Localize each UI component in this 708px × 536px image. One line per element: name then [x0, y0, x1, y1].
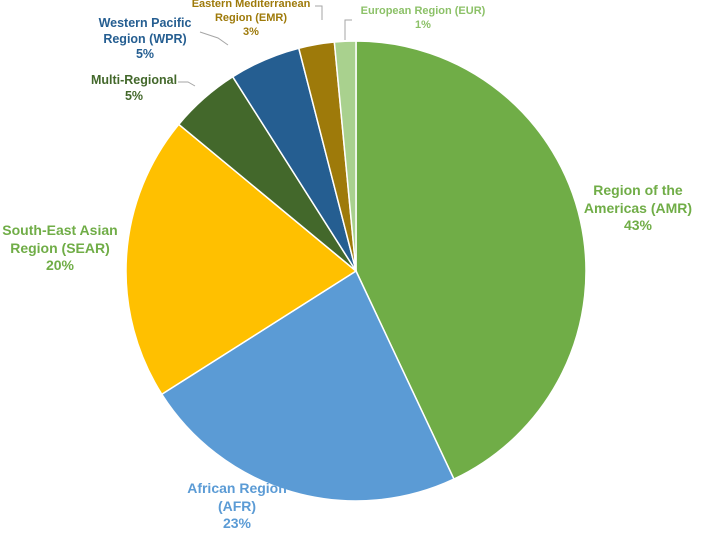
label-multi-pct: 5% [124, 88, 144, 103]
pie-slice-2 [125, 123, 358, 396]
label-afr: African Region (AFR) 23% [176, 480, 298, 533]
label-amr: Region of the Americas (AMR) 43% [578, 182, 698, 235]
pie-slices [125, 40, 587, 502]
label-sear-pct: 20% [45, 257, 75, 273]
label-sear-line2: Region (SEAR) [10, 239, 110, 256]
label-eur-pct: 1% [415, 18, 431, 31]
label-wpr-line2: Region (WPR) [103, 31, 187, 46]
label-wpr: Western Pacific Region (WPR) 5% [90, 16, 200, 63]
leader-line-eur [344, 19, 352, 40]
label-wpr-line1: Western Pacific [98, 16, 192, 30]
label-emr-line1: Eastern Mediterranean [191, 0, 311, 10]
label-multi: Multi-Regional 5% [82, 73, 186, 104]
leader-line-emr [315, 5, 323, 20]
leader-line-multi [178, 81, 196, 87]
label-afr-line2: (AFR) [217, 497, 257, 514]
label-wpr-pct: 5% [135, 47, 155, 62]
label-afr-pct: 23% [222, 515, 252, 531]
pie-slice-6 [333, 40, 357, 272]
label-eur-line1: European Region (EUR) [360, 5, 486, 17]
label-emr-line2: Region (EMR) [214, 11, 288, 24]
pie-slice-1 [160, 269, 455, 502]
label-amr-line1: Region of the [593, 182, 683, 198]
leader-line-wpr [199, 31, 229, 46]
label-eur: European Region (EUR) 1% [350, 5, 496, 33]
label-afr-line1: African Region [187, 480, 287, 496]
label-sear-line1: South-East Asian [2, 222, 118, 238]
label-multi-line1: Multi-Regional [90, 73, 178, 87]
label-amr-pct: 43% [623, 217, 653, 233]
pie-slice-0 [355, 40, 587, 481]
label-sear: South-East Asian Region (SEAR) 20% [0, 222, 120, 275]
label-amr-line2: Americas (AMR) [583, 199, 693, 216]
leader-lines [178, 5, 352, 87]
label-emr: Eastern Mediterranean Region (EMR) 3% [183, 0, 319, 39]
label-emr-pct: 3% [243, 25, 259, 38]
